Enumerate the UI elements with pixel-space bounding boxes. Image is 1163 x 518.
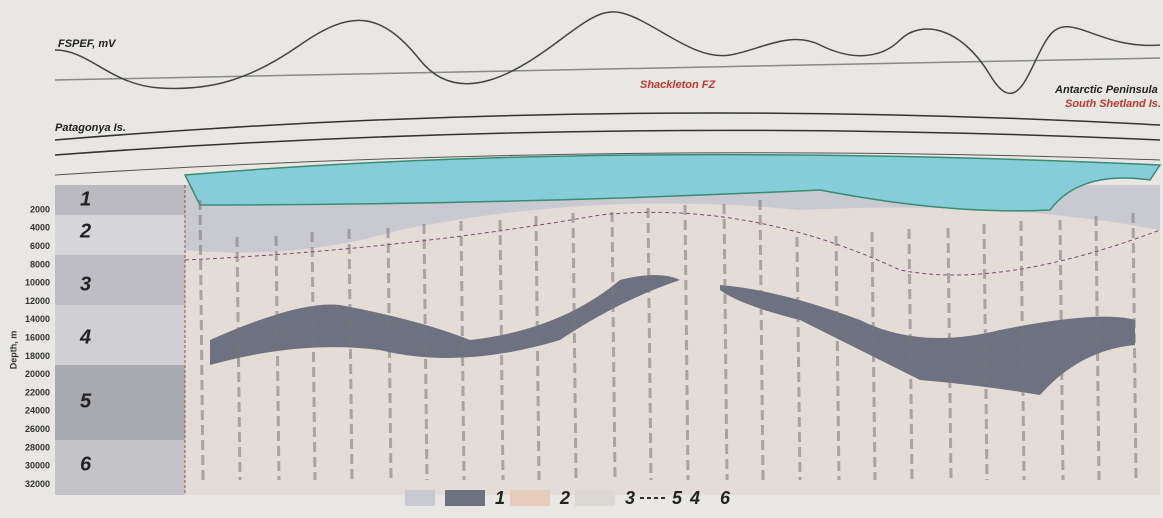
layer-number: 3: [80, 273, 91, 295]
depth-tick-label: 6000: [30, 241, 50, 251]
streak: [834, 235, 841, 481]
depth-tick-label: 30000: [25, 461, 50, 471]
streak: [498, 219, 505, 481]
streak: [870, 231, 877, 481]
legend-label: 1: [495, 488, 505, 508]
profile-line: [54, 112, 1161, 141]
streak: [1058, 219, 1065, 481]
layer-number: 6: [80, 453, 92, 475]
streak: [386, 227, 393, 481]
depth-tick-label: 26000: [25, 424, 50, 434]
layer-band: [55, 215, 185, 255]
streak: [758, 199, 765, 481]
layer-number: 1: [80, 188, 91, 210]
boundary: [184, 211, 1161, 276]
layer-number: 5: [80, 390, 92, 412]
depth-tick-label: 28000: [25, 442, 50, 452]
streak: [795, 236, 802, 481]
panel-label: FSPEF, mV: [58, 38, 117, 50]
depth-tick-label: 4000: [30, 223, 50, 233]
profile-line: [54, 152, 1161, 176]
layer-band: [55, 365, 185, 440]
streak: [946, 227, 953, 481]
streak: [646, 207, 653, 481]
depth-tick-label: 24000: [25, 406, 50, 416]
lower-crust-lens: [720, 285, 1135, 395]
legend-label: 2: [559, 488, 570, 508]
depth-tick-label: 18000: [25, 351, 50, 361]
streak: [198, 199, 205, 481]
west-label: Patagonya Is.: [55, 122, 126, 134]
profile-line: [54, 129, 1161, 156]
legend-label: 5: [672, 488, 683, 508]
streak: [982, 223, 989, 481]
depth-tick-label: 2000: [30, 204, 50, 214]
depth-tick-label: 8000: [30, 259, 50, 269]
streak: [310, 231, 317, 481]
fault-zone: Shackleton FZ: [640, 79, 716, 91]
depth-tick-label: 10000: [25, 278, 50, 288]
lower-crust-lens: [210, 275, 680, 365]
depth-tick-label: 16000: [25, 332, 50, 342]
layer-column: [55, 185, 185, 495]
legend-label: 4: [689, 488, 700, 508]
legend-swatch: [510, 490, 550, 506]
layer-band: [55, 305, 185, 365]
depth-tick-label: 20000: [25, 369, 50, 379]
depth-tick-label: 22000: [25, 387, 50, 397]
depth-axis-label: Depth, m: [8, 331, 18, 370]
legend-swatch: [445, 490, 485, 506]
streak: [274, 235, 281, 481]
baseline: [54, 57, 1161, 81]
potential-curve: [54, 11, 1161, 94]
layer-number: 4: [79, 326, 91, 348]
streak: [722, 203, 729, 481]
east-label: Antarctic Peninsula: [1054, 84, 1158, 96]
streak: [422, 223, 429, 481]
streak: [235, 236, 242, 481]
layer-band: [55, 440, 185, 495]
layer-band: [55, 185, 185, 215]
depth-tick-label: 12000: [25, 296, 50, 306]
legend-swatch: [405, 490, 435, 506]
streak: [459, 220, 466, 481]
streak: [907, 228, 914, 481]
streaks: [198, 199, 1138, 481]
layer-number: 2: [79, 220, 91, 242]
streak: [683, 204, 690, 481]
depth-tick-label: 32000: [25, 479, 50, 489]
streak: [1019, 220, 1026, 481]
streak: [347, 228, 354, 481]
legend-label: 6: [720, 488, 731, 508]
legend-swatch: [575, 490, 615, 506]
layer-band: [55, 255, 185, 305]
east-label-2: South Shetland Is.: [1065, 98, 1161, 110]
labels: 2000 4000 6000 8000 10000 12000 14000 16000 1800…: [25, 188, 731, 507]
depth-tick-label: 14000: [25, 314, 50, 324]
legend-label: 3: [625, 488, 635, 508]
water-layer: [183, 153, 1162, 212]
